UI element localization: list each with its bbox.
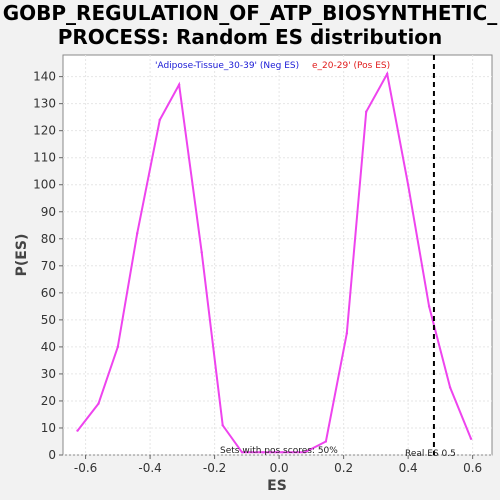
x-tick-label: -0.2 bbox=[203, 461, 226, 475]
data-point bbox=[406, 183, 410, 186]
x-tick-label: 0.0 bbox=[270, 461, 289, 475]
y-tick-label: 70 bbox=[41, 259, 56, 273]
x-tick-label: -0.6 bbox=[74, 461, 97, 475]
data-point bbox=[200, 251, 203, 254]
legend-pos-es: e_20-29' (Pos ES) bbox=[312, 61, 390, 71]
data-point bbox=[281, 451, 284, 454]
data-point bbox=[261, 451, 265, 454]
y-tick-label: 10 bbox=[41, 421, 56, 435]
y-tick-label: 50 bbox=[41, 313, 56, 327]
y-tick-label: 40 bbox=[41, 340, 56, 354]
data-point bbox=[469, 437, 473, 440]
series-line bbox=[76, 70, 472, 454]
y-tick-label: 110 bbox=[33, 151, 56, 165]
data-point bbox=[240, 451, 244, 454]
chart-title-line1: GOBP_REGULATION_OF_ATP_BIOSYNTHETIC_ bbox=[3, 1, 498, 25]
chart-title-line2: PROCESS: Random ES distribution bbox=[58, 25, 443, 49]
data-point bbox=[427, 305, 431, 308]
data-point bbox=[385, 72, 389, 76]
x-tick-label: 0.4 bbox=[399, 461, 418, 475]
plot-area bbox=[62, 54, 493, 456]
y-tick-label: 140 bbox=[33, 70, 56, 84]
data-point bbox=[303, 451, 307, 454]
data-point bbox=[76, 429, 79, 432]
x-tick-label: 0.2 bbox=[334, 461, 353, 475]
x-tick-label: -0.4 bbox=[138, 461, 161, 475]
y-axis-ticks: 0 10 20 30 40 50 60 70 80 90 100 110 120 130 140 bbox=[33, 70, 63, 462]
data-point bbox=[158, 118, 161, 122]
data-point bbox=[116, 345, 120, 349]
y-tick-label: 100 bbox=[33, 178, 56, 192]
grid-lines bbox=[63, 55, 492, 456]
data-point bbox=[365, 110, 368, 113]
y-tick-label: 80 bbox=[41, 232, 56, 246]
legend-neg-es: 'Adipose-Tissue_30-39' (Neg ES) bbox=[155, 61, 299, 71]
y-tick-label: 20 bbox=[41, 394, 56, 408]
y-tick-label: 30 bbox=[41, 367, 56, 381]
y-tick-label: 120 bbox=[33, 124, 56, 138]
y-tick-label: 130 bbox=[33, 97, 56, 111]
data-point bbox=[324, 440, 328, 443]
y-axis-label: P(ES) bbox=[14, 234, 30, 277]
y-tick-label: 90 bbox=[41, 205, 56, 219]
pos-scores-annotation: Sets with pos scores: 50% bbox=[220, 446, 338, 456]
series-points bbox=[76, 72, 473, 454]
data-point bbox=[448, 386, 452, 389]
real-es-annotation: Real ES 0.5 bbox=[405, 449, 456, 459]
x-axis-label: ES bbox=[267, 478, 287, 494]
data-point bbox=[221, 424, 224, 427]
data-point bbox=[135, 232, 139, 235]
data-point bbox=[345, 332, 349, 335]
x-tick-label: 0.6 bbox=[463, 461, 482, 475]
y-tick-label: 60 bbox=[41, 286, 56, 300]
x-axis-ticks: -0.6 -0.4 -0.2 0.0 0.2 0.4 0.6 bbox=[74, 455, 482, 475]
y-tick-label: 0 bbox=[48, 448, 56, 462]
data-point bbox=[177, 83, 181, 86]
data-point bbox=[97, 402, 100, 405]
